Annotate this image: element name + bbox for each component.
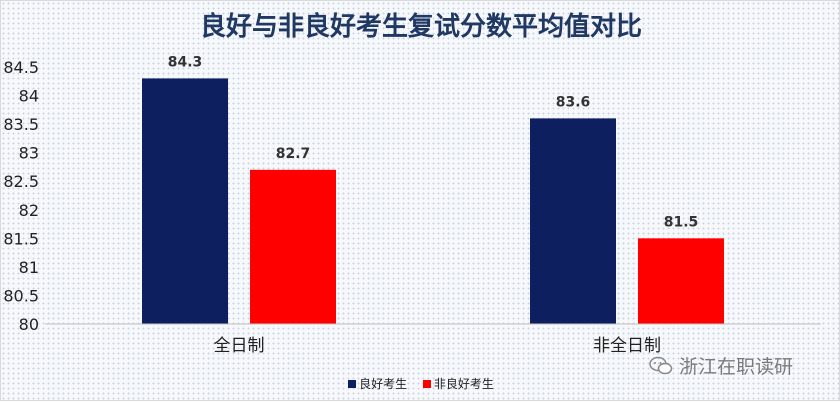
bar-not-good [250, 169, 336, 324]
data-label: 83.6 [556, 94, 591, 110]
y-tick-label: 80 [19, 315, 39, 334]
legend-swatch-good [348, 379, 357, 388]
data-label: 81.5 [664, 214, 699, 230]
y-tick-label: 84.5 [3, 58, 39, 77]
bar-good [142, 78, 228, 324]
bar-good [530, 118, 616, 325]
y-tick-label: 83.5 [3, 115, 39, 134]
x-category-label: 全日制 [214, 336, 265, 356]
legend-item-not-good: 非良好考生 [422, 375, 494, 392]
data-label: 84.3 [168, 54, 203, 70]
chart-title: 良好与非良好考生复试分数平均值对比 [199, 12, 642, 42]
y-tick-label: 80.5 [3, 286, 39, 305]
y-tick-label: 81 [19, 258, 39, 277]
data-label: 82.7 [276, 146, 311, 162]
legend: 良好考生 非良好考生 [1, 375, 840, 392]
y-tick-label: 84 [19, 87, 39, 106]
watermark-text: 浙江在职读研 [679, 356, 794, 378]
bar-not-good [638, 238, 724, 324]
y-tick-label: 82 [19, 201, 39, 220]
watermark: 浙江在职读研 [649, 352, 793, 379]
legend-label-not-good: 非良好考生 [433, 377, 494, 391]
legend-swatch-not-good [422, 379, 431, 388]
y-tick-label: 83 [19, 144, 39, 163]
legend-label-good: 良好考生 [359, 377, 408, 391]
y-axis: 80 80.5 81 81.5 82 82.5 83 83.5 84 84.5 [3, 58, 39, 334]
legend-item-good: 良好考生 [348, 375, 407, 392]
wechat-icon [649, 356, 673, 374]
bars: 84.3 82.7 83.6 81.5 [142, 54, 724, 325]
y-tick-label: 82.5 [3, 172, 39, 191]
x-axis: 全日制 非全日制 [45, 323, 821, 356]
x-category-label: 非全日制 [593, 336, 661, 356]
y-tick-label: 81.5 [3, 229, 39, 248]
